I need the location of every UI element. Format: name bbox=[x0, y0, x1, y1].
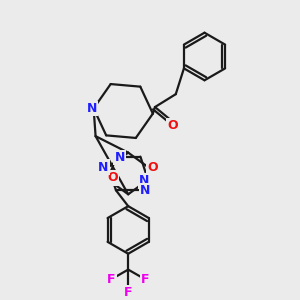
Text: N: N bbox=[139, 174, 149, 188]
Text: F: F bbox=[107, 273, 116, 286]
Text: N: N bbox=[140, 184, 151, 197]
Text: O: O bbox=[167, 119, 178, 132]
Text: N: N bbox=[86, 102, 97, 115]
Text: O: O bbox=[148, 160, 158, 173]
Text: N: N bbox=[115, 151, 125, 164]
Text: N: N bbox=[98, 160, 109, 173]
Text: F: F bbox=[124, 286, 132, 299]
Text: O: O bbox=[107, 171, 118, 184]
Text: F: F bbox=[141, 273, 149, 286]
